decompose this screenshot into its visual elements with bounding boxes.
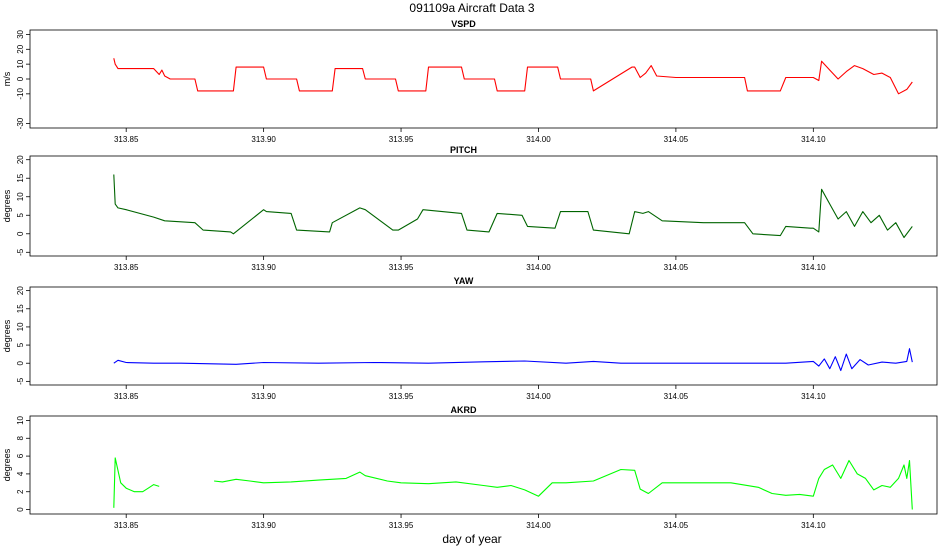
y-tick-label-vspd: 20 — [16, 44, 25, 53]
series-line-pitch — [113, 174, 913, 239]
y-axis-label-pitch: degrees — [2, 189, 12, 222]
panel-pitch: PITCH degrees -5 0 5 10 15 20 313.85 313.90 313.95… — [2, 145, 938, 272]
y-tick-label-pitch: 0 — [16, 231, 25, 236]
x-tick-label-pitch: 313.85 — [114, 263, 139, 272]
y-tick-label-pitch: 5 — [16, 212, 25, 217]
plot-frame-yaw — [29, 286, 938, 386]
y-tick-label-akrd: 4 — [16, 471, 25, 476]
y-tick-label-vspd: 30 — [16, 29, 25, 38]
plot-frame-akrd — [29, 415, 938, 515]
x-tick-label-vspd: 313.90 — [251, 135, 276, 144]
y-tick-label-akrd: 8 — [16, 435, 25, 440]
series-line-yaw — [113, 348, 913, 372]
y-tick-label-akrd: 2 — [16, 489, 25, 494]
x-axis-label: day of year — [442, 532, 501, 546]
x-tick-label-akrd: 313.85 — [114, 521, 139, 530]
x-tick-label-yaw: 314.05 — [664, 392, 689, 401]
figure-title: 091109a Aircraft Data 3 — [409, 1, 535, 15]
y-tick-label-akrd: 6 — [16, 453, 25, 458]
x-tick-label-vspd: 314.00 — [526, 135, 551, 144]
y-tick-label-yaw: 15 — [16, 304, 25, 313]
x-tick-label-pitch: 314.00 — [526, 263, 551, 272]
x-tick-label-pitch: 313.90 — [251, 263, 276, 272]
x-tick-label-pitch: 314.05 — [664, 263, 689, 272]
y-tick-label-akrd: 0 — [16, 507, 25, 512]
panel-title-pitch: PITCH — [450, 145, 477, 155]
y-tick-label-vspd: -30 — [16, 117, 25, 129]
y-tick-label-pitch: 20 — [16, 155, 25, 164]
x-tick-label-akrd: 314.05 — [664, 521, 689, 530]
x-tick-label-akrd: 314.00 — [526, 521, 551, 530]
y-axis-label-vspd: m/s — [2, 71, 12, 86]
x-tick-label-vspd: 314.05 — [664, 135, 689, 144]
y-tick-label-vspd: 10 — [16, 59, 25, 68]
y-tick-label-yaw: 10 — [16, 322, 25, 331]
x-tick-label-akrd: 313.95 — [389, 521, 414, 530]
y-tick-label-yaw: 5 — [16, 342, 25, 347]
y-tick-label-yaw: 20 — [16, 286, 25, 295]
y-axis-label-yaw: degrees — [2, 319, 12, 352]
x-tick-label-pitch: 314.10 — [801, 263, 826, 272]
y-tick-label-yaw: 0 — [16, 360, 25, 365]
panel-title-akrd: AKRD — [451, 405, 477, 415]
panel-vspd: VSPD m/s -30 -10 0 10 20 30 313.85 313.90 313.95 31… — [2, 19, 938, 144]
y-tick-label-vspd: -10 — [16, 88, 25, 100]
y-tick-label-yaw: -5 — [16, 377, 25, 385]
panel-akrd: AKRD degrees 0 2 4 6 8 10 313.85 313.90 313.95 314.… — [2, 405, 938, 530]
panel-title-vspd: VSPD — [451, 19, 476, 29]
x-tick-label-vspd: 314.10 — [801, 135, 826, 144]
panel-title-yaw: YAW — [454, 276, 474, 286]
y-tick-label-pitch: -5 — [16, 248, 25, 256]
y-tick-label-vspd: 0 — [16, 76, 25, 81]
y-tick-label-pitch: 15 — [16, 173, 25, 182]
x-tick-label-yaw: 313.90 — [251, 392, 276, 401]
y-tick-label-akrd: 10 — [16, 415, 25, 424]
panel-yaw: YAW degrees -5 0 5 10 15 20 313.85 313.90 313.95 31… — [2, 276, 938, 401]
plot-frame-pitch — [29, 155, 938, 257]
x-tick-label-pitch: 313.95 — [389, 263, 414, 272]
x-tick-label-vspd: 313.85 — [114, 135, 139, 144]
x-tick-label-yaw: 313.95 — [389, 392, 414, 401]
y-axis-label-akrd: degrees — [2, 448, 12, 481]
series-line-vspd — [113, 58, 913, 95]
x-tick-label-akrd: 313.90 — [251, 521, 276, 530]
y-tick-label-pitch: 10 — [16, 192, 25, 201]
x-tick-label-yaw: 314.10 — [801, 392, 826, 401]
x-tick-label-yaw: 313.85 — [114, 392, 139, 401]
series-line-akrd — [113, 457, 913, 510]
x-tick-label-vspd: 313.95 — [389, 135, 414, 144]
x-tick-label-akrd: 314.10 — [801, 521, 826, 530]
x-tick-label-yaw: 314.00 — [526, 392, 551, 401]
